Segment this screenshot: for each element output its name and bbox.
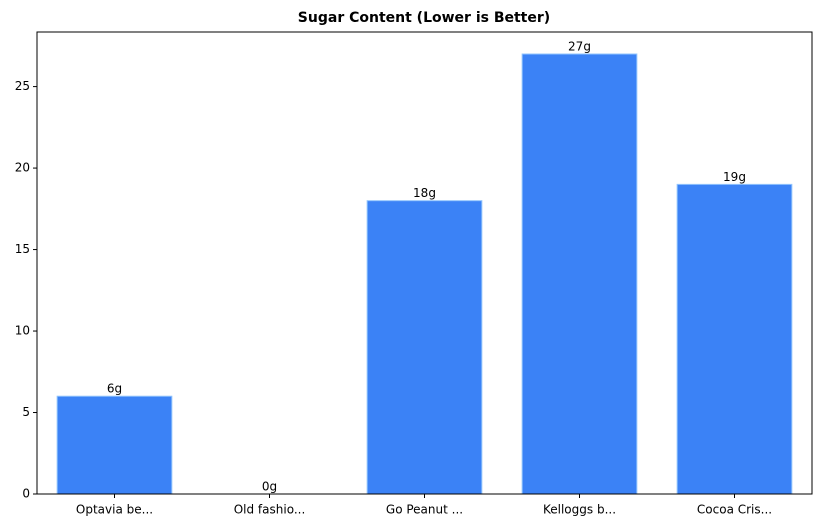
y-tick-label: 15 [15, 242, 30, 256]
chart-title: Sugar Content (Lower is Better) [298, 10, 550, 26]
value-label: 18g [413, 186, 436, 200]
x-tick-label: Old fashio... [234, 503, 306, 517]
x-tick-label: Kelloggs b... [543, 503, 616, 517]
x-tick-label: Go Peanut ... [386, 503, 463, 517]
x-tick-label: Cocoa Cris... [697, 503, 772, 517]
bar [366, 200, 483, 495]
plot-frame [36, 31, 813, 495]
y-tick-label: 0 [22, 487, 30, 501]
bar [56, 395, 173, 495]
value-label: 6g [107, 382, 122, 396]
bar [676, 183, 793, 495]
value-label: 0g [262, 480, 277, 494]
y-tick-label: 10 [15, 324, 30, 338]
x-tick-label: Optavia be... [76, 503, 153, 517]
value-label: 27g [568, 40, 591, 54]
value-label: 19g [723, 170, 746, 184]
y-tick-label: 25 [15, 79, 30, 93]
bar [521, 53, 638, 495]
y-tick-label: 20 [15, 161, 30, 175]
y-tick-label: 5 [22, 405, 30, 419]
